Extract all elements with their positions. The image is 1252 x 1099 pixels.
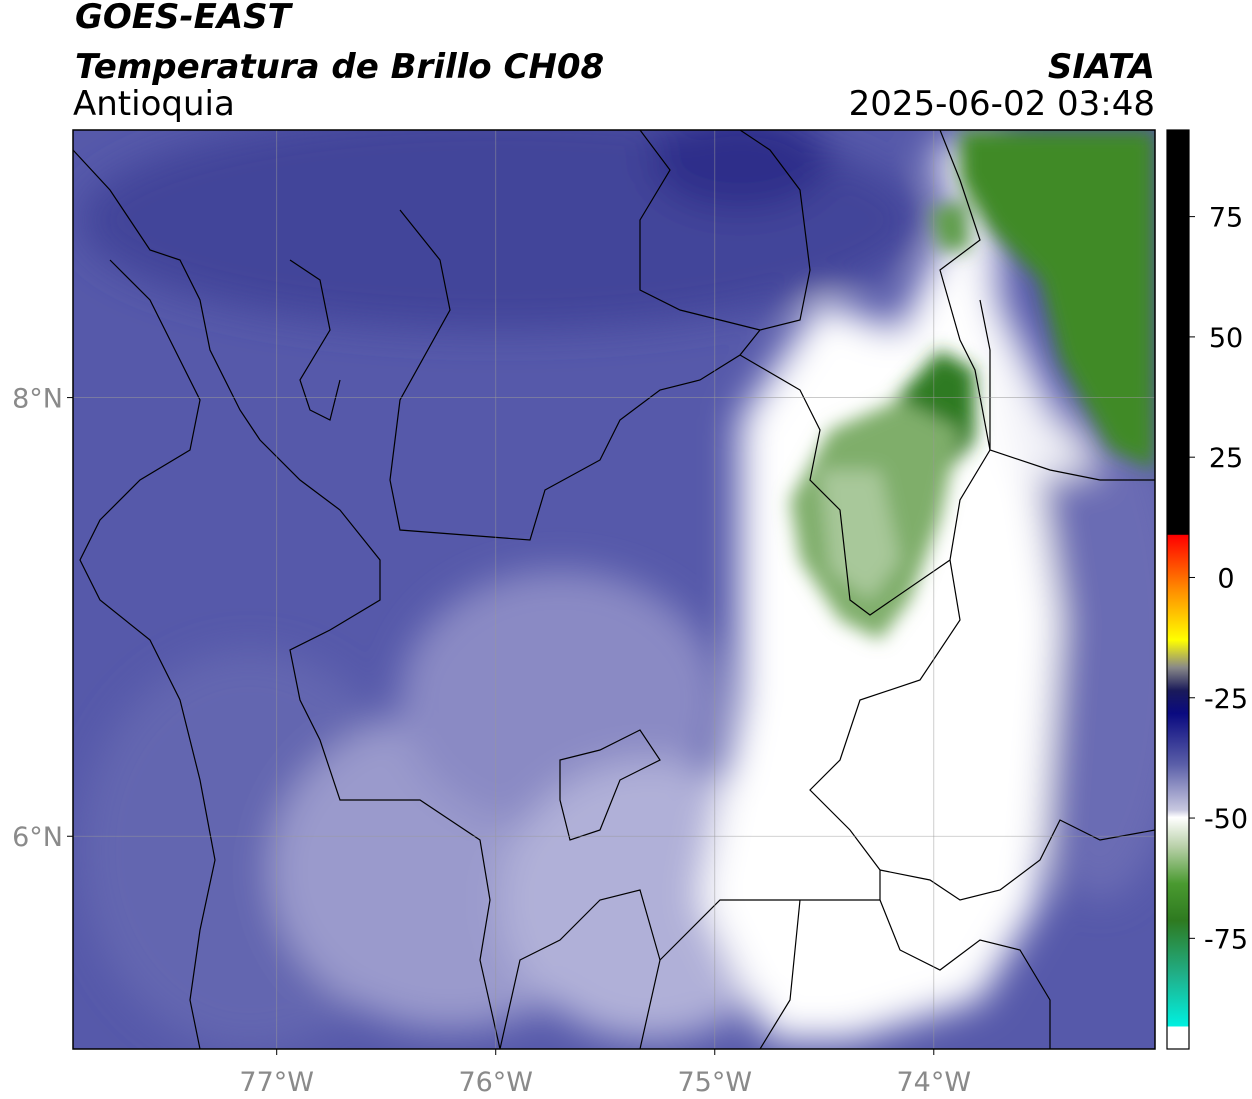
y-tick-label: 6°N (12, 822, 63, 853)
colorbar-tick-label: 75 (1209, 203, 1243, 234)
colorbar-tick-label: -50 (1204, 804, 1248, 835)
colorbar (1166, 129, 1190, 1050)
timestamp: 2025-06-02 03:48 (849, 84, 1155, 124)
colorbar-tick-label: -25 (1204, 684, 1248, 715)
borders (73, 130, 1155, 1049)
colorbar-tick-label: 0 (1217, 563, 1234, 594)
x-tick-label: 75°W (677, 1067, 752, 1098)
region: Antioquia (73, 84, 235, 124)
title: GOES-EAST (75, 0, 294, 37)
colorbar-tick-label: -75 (1204, 924, 1248, 955)
y-tick-label: 8°N (12, 384, 63, 415)
source: SIATA (1048, 47, 1155, 87)
subtitle: Temperatura de Brillo CH08 (75, 47, 604, 87)
x-tick-label: 77°W (239, 1067, 314, 1098)
map-image (73, 130, 1155, 1049)
map-frame (72, 129, 1156, 1050)
x-tick-label: 74°W (897, 1067, 972, 1098)
colorbar-tick-label: 50 (1209, 323, 1243, 354)
colorbar-tick-label: 25 (1209, 443, 1243, 474)
x-tick-label: 76°W (458, 1067, 533, 1098)
